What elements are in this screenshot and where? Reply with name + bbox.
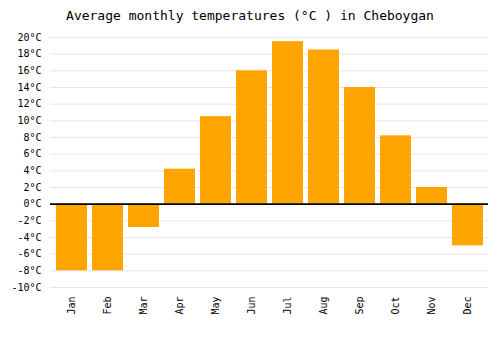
svg-text:Jan: Jan xyxy=(66,297,77,315)
svg-text:Feb: Feb xyxy=(102,297,113,315)
svg-text:Apr: Apr xyxy=(174,297,185,315)
svg-text:Jun: Jun xyxy=(246,297,257,315)
svg-text:2°C: 2°C xyxy=(23,182,41,193)
svg-text:Dec: Dec xyxy=(462,297,473,315)
svg-text:12°C: 12°C xyxy=(17,98,41,109)
svg-text:-4°C: -4°C xyxy=(17,232,41,243)
svg-text:16°C: 16°C xyxy=(17,65,41,76)
svg-text:20°C: 20°C xyxy=(17,32,41,43)
svg-text:Sep: Sep xyxy=(354,297,365,315)
svg-text:-8°C: -8°C xyxy=(17,265,41,276)
svg-text:Oct: Oct xyxy=(390,297,401,315)
svg-text:Mar: Mar xyxy=(138,297,149,315)
svg-text:-2°C: -2°C xyxy=(17,215,41,226)
svg-text:6°C: 6°C xyxy=(23,148,41,159)
svg-text:10°C: 10°C xyxy=(17,115,41,126)
svg-text:Jul: Jul xyxy=(282,297,293,315)
svg-text:8°C: 8°C xyxy=(23,132,41,143)
svg-text:14°C: 14°C xyxy=(17,82,41,93)
svg-text:4°C: 4°C xyxy=(23,165,41,176)
html-text:Average monthly temperatures (: Average monthly temperatures (°C ) in Ch… xyxy=(66,8,434,23)
svg-text:-10°C: -10°C xyxy=(11,282,41,293)
svg-text:-6°C: -6°C xyxy=(17,248,41,259)
svg-text:Aug: Aug xyxy=(318,297,329,315)
svg-text:0°C: 0°C xyxy=(23,198,41,209)
svg-text:Nov: Nov xyxy=(426,297,437,315)
svg-text:May: May xyxy=(210,297,221,315)
svg-text:18°C: 18°C xyxy=(17,48,41,59)
